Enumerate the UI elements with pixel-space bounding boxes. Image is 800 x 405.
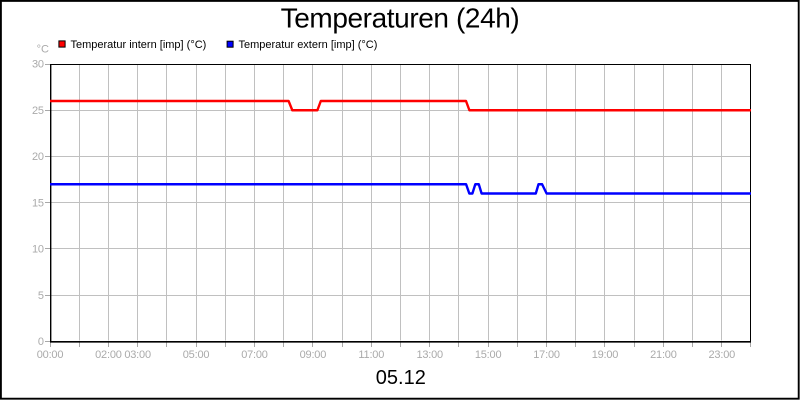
svg-text:15:00: 15:00 [475, 349, 502, 361]
svg-text:Temperatur extern [imp] (°C): Temperatur extern [imp] (°C) [239, 39, 378, 51]
svg-text:15: 15 [32, 198, 44, 210]
svg-text:07:00: 07:00 [241, 349, 268, 361]
svg-text:Temperatur intern [imp] (°C): Temperatur intern [imp] (°C) [71, 39, 207, 51]
svg-text:20: 20 [32, 151, 44, 163]
svg-text:11:00: 11:00 [358, 349, 384, 361]
svg-text:19:00: 19:00 [592, 349, 619, 361]
svg-text:02:00: 02:00 [95, 349, 122, 361]
svg-text:10: 10 [32, 244, 44, 256]
svg-text:05.12: 05.12 [376, 367, 426, 389]
svg-text:30: 30 [32, 59, 44, 71]
svg-text:°C: °C [37, 44, 49, 56]
svg-text:03:00: 03:00 [124, 349, 151, 361]
svg-text:21:00: 21:00 [650, 349, 677, 361]
svg-text:13:00: 13:00 [416, 349, 443, 361]
svg-text:5: 5 [38, 290, 44, 302]
svg-text:23:00: 23:00 [709, 349, 736, 361]
svg-text:17:00: 17:00 [533, 349, 560, 361]
svg-text:05:00: 05:00 [183, 349, 210, 361]
svg-text:0: 0 [38, 336, 44, 348]
svg-text:09:00: 09:00 [300, 349, 327, 361]
svg-text:Temperaturen (24h): Temperaturen (24h) [281, 3, 520, 34]
svg-text:00:00: 00:00 [37, 349, 64, 361]
svg-text:25: 25 [32, 105, 44, 117]
